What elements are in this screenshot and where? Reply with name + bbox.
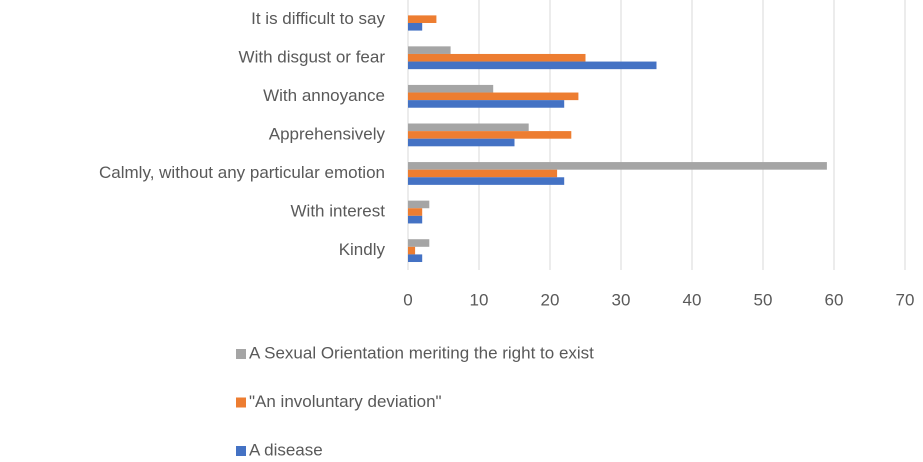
x-tick-label: 30	[612, 290, 631, 309]
legend-label: "An involuntary deviation"	[249, 392, 442, 411]
bar	[408, 100, 565, 108]
bar	[408, 246, 416, 255]
bar	[408, 239, 430, 247]
x-tick-label: 0	[403, 290, 412, 309]
y-tick-label: With disgust or fear	[239, 47, 386, 66]
bar	[408, 61, 657, 70]
x-tick-label: 20	[541, 290, 560, 309]
y-tick-label: Kindly	[339, 240, 386, 259]
bar	[408, 254, 423, 263]
bar	[408, 131, 572, 139]
bar	[408, 84, 494, 93]
legend-swatch	[236, 349, 246, 359]
x-tick-label: 10	[470, 290, 489, 309]
bar	[408, 15, 437, 23]
y-tick-label: With interest	[291, 202, 386, 221]
bar	[408, 162, 827, 170]
legend-swatch	[236, 397, 246, 408]
bar	[408, 138, 515, 147]
bar	[408, 215, 423, 224]
legend-label: A Sexual Orientation meriting the right …	[249, 343, 594, 362]
bar	[408, 169, 558, 178]
y-tick-label: Calmly, without any particular emotion	[99, 163, 385, 182]
y-tick-label: Apprehensively	[269, 124, 386, 143]
legend-label: A disease	[249, 440, 323, 459]
bar	[408, 123, 529, 132]
bar	[408, 22, 423, 31]
x-tick-label: 40	[683, 290, 702, 309]
y-tick-label: It is difficult to say	[251, 9, 385, 28]
bar	[408, 92, 579, 101]
legend-swatch	[236, 446, 246, 456]
bar	[408, 177, 565, 185]
y-tick-label: With annoyance	[263, 86, 385, 105]
bar	[408, 200, 430, 209]
bar	[408, 53, 586, 62]
x-tick-label: 50	[754, 290, 773, 309]
bar	[408, 208, 423, 216]
x-tick-label: 70	[896, 290, 915, 309]
bar	[408, 46, 451, 54]
x-tick-label: 60	[825, 290, 844, 309]
